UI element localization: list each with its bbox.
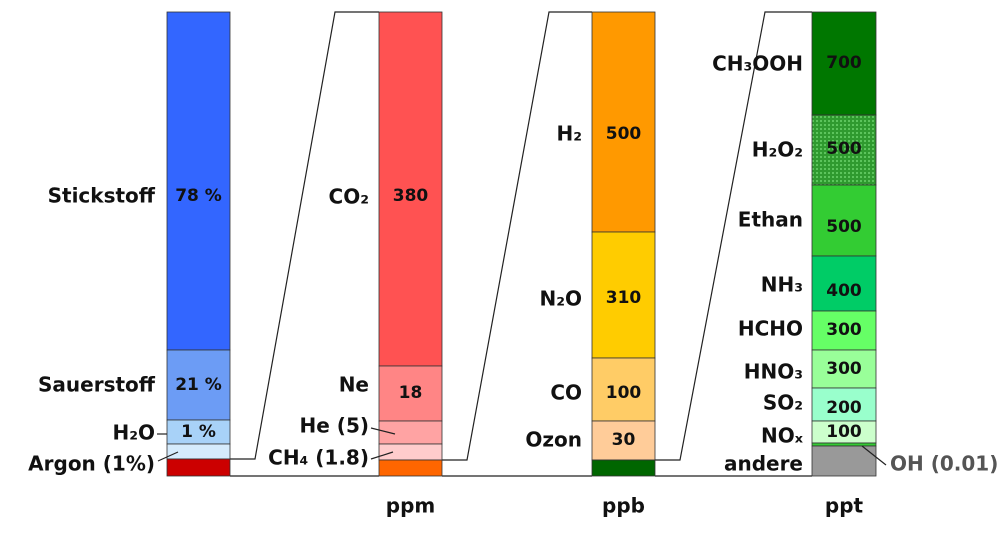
- segment-label: HNO₃: [744, 360, 803, 384]
- segment-value: 400: [826, 281, 862, 301]
- segment-label: Ethan: [738, 208, 803, 232]
- bar-segment: [811, 349, 877, 389]
- segment-label: Ozon: [525, 428, 582, 452]
- segment-value: 310: [606, 288, 642, 308]
- segment-label: He (5): [300, 414, 369, 438]
- segment-label: H₂O: [113, 421, 156, 445]
- bar-segment: [591, 231, 656, 359]
- zoom-lines: [230, 11, 812, 477]
- segment-value: 700: [826, 53, 862, 73]
- connector: [370, 451, 394, 460]
- segment-label: CO: [550, 381, 582, 405]
- segment-label: CH₃OOH: [712, 52, 803, 76]
- segment-label: andere: [724, 452, 803, 476]
- bar-segment: [811, 114, 877, 186]
- zoom-line: [230, 11, 379, 460]
- unit-label: ppb: [602, 494, 645, 518]
- bar-segment: [811, 184, 877, 257]
- segment-label: HCHO: [738, 317, 803, 341]
- segment-value: 500: [826, 217, 862, 237]
- bar-segment: [378, 11, 443, 367]
- segment-label: NH₃: [761, 273, 803, 297]
- bar-segment: [591, 459, 656, 477]
- segment-value: 21 %: [175, 375, 222, 395]
- bar-segment: [811, 387, 877, 422]
- connector: [861, 445, 887, 466]
- segment-value: 30: [612, 430, 636, 450]
- unit-label: ppt: [825, 494, 864, 518]
- segment-label: SO₂: [763, 391, 803, 415]
- bar-segment: [591, 11, 656, 233]
- segment-label: OH (0.01): [890, 452, 998, 476]
- bar-segment: [378, 365, 443, 422]
- segment-value: 200: [826, 398, 862, 418]
- bar-segment: [378, 459, 443, 477]
- segment-label: H₂O₂: [752, 138, 803, 162]
- segment-value: 300: [826, 320, 862, 340]
- segment-label: Stickstoff: [48, 184, 156, 208]
- bar-segment: [811, 442, 877, 447]
- bar-segment: [166, 11, 231, 351]
- bar-segment: [811, 445, 877, 477]
- bar-segment: [378, 443, 443, 461]
- segment-value: 18: [399, 383, 423, 403]
- zoom-line: [655, 11, 812, 461]
- segment-label: Sauerstoff: [38, 373, 156, 397]
- segment-label: Argon (1%): [28, 452, 155, 476]
- segment-label: CO₂: [329, 185, 369, 209]
- connector: [370, 427, 396, 435]
- bar-segment: [591, 420, 656, 461]
- segment-value: 500: [606, 124, 642, 144]
- segment-value: 100: [606, 383, 642, 403]
- unit-label: ppm: [386, 494, 435, 518]
- bar-segment: [811, 255, 877, 312]
- segment-value: 500: [826, 139, 862, 159]
- bar-segment: [166, 458, 231, 477]
- segment-value: 1 %: [181, 422, 216, 442]
- segment-label: CH₄ (1.8): [268, 446, 369, 470]
- segment-value: 78 %: [175, 186, 222, 206]
- segment-label: NOₓ: [761, 424, 804, 448]
- segment-value: 380: [393, 186, 429, 206]
- bar-segment: [811, 11, 877, 116]
- bar-segment: [166, 443, 231, 460]
- segment-label: N₂O: [540, 287, 583, 311]
- segment-label: Ne: [339, 373, 369, 397]
- segment-label: H₂: [557, 122, 583, 146]
- segment-value: 300: [826, 359, 862, 379]
- zoom-line: [442, 11, 592, 461]
- connector: [157, 451, 179, 462]
- bar-segment: [166, 419, 231, 445]
- segment-value: 100: [826, 422, 862, 442]
